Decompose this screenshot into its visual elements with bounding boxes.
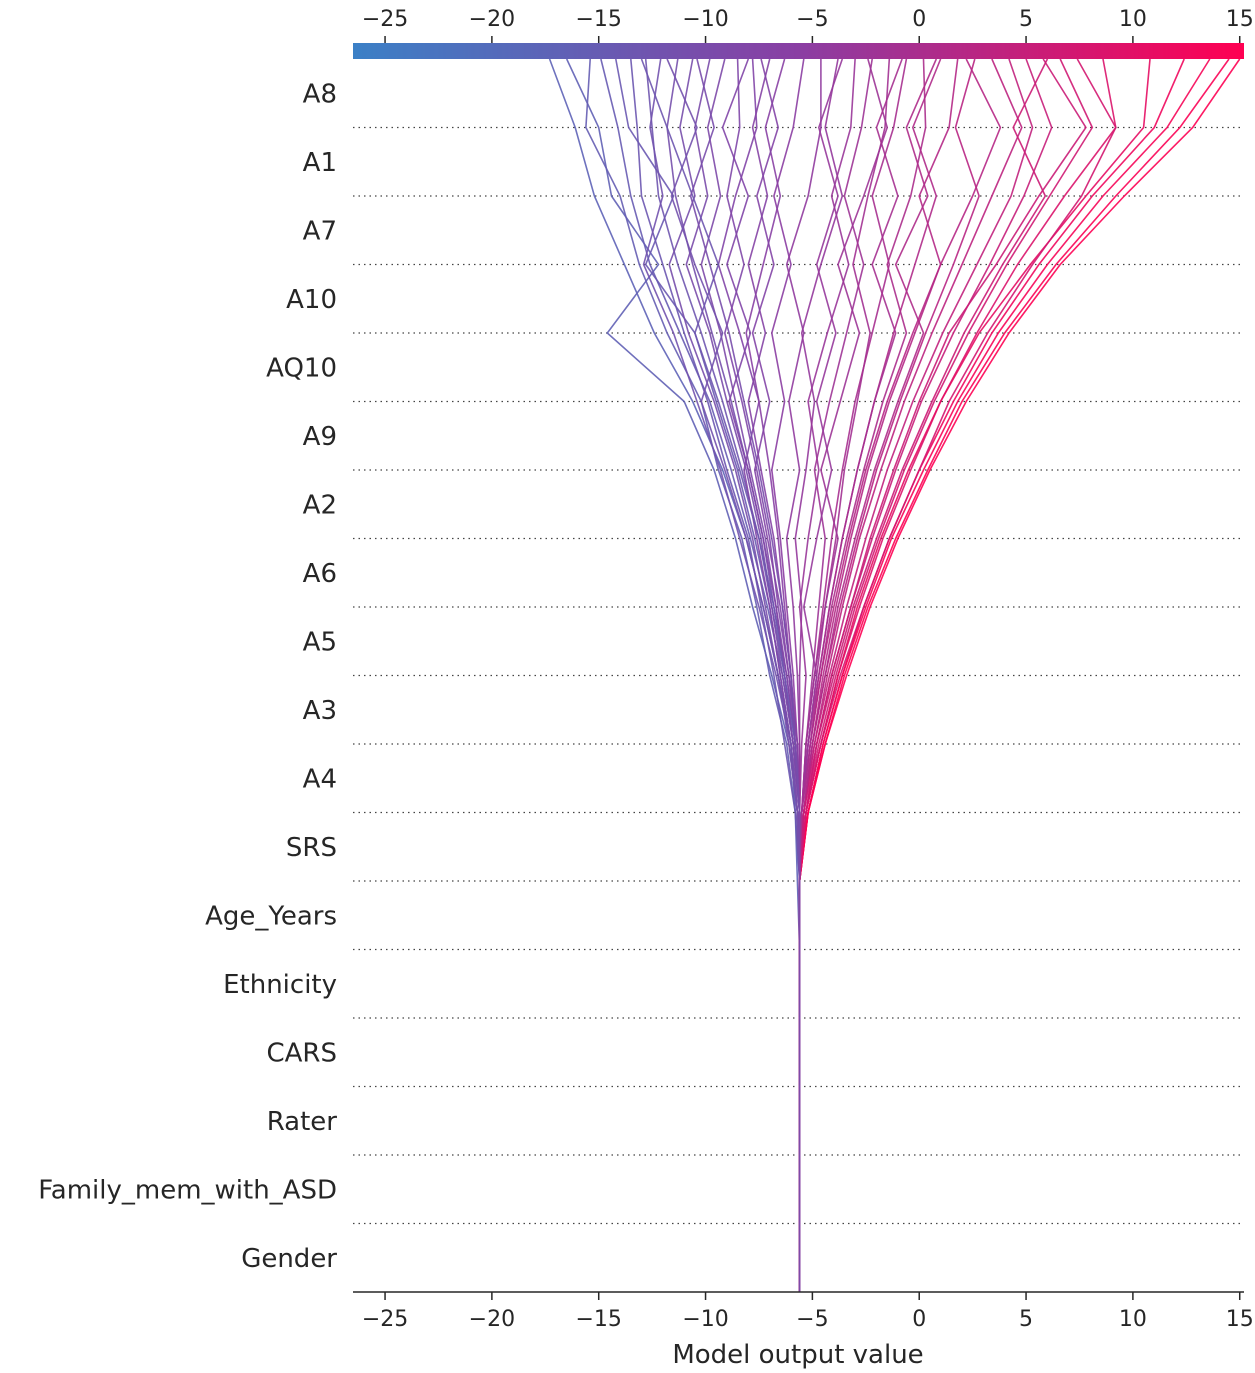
feature-label: A2 xyxy=(303,490,337,520)
top-x-axis: −25 −20 −15 −10 −5 0 5 10 15 xyxy=(362,7,1254,43)
feature-label: Rater xyxy=(267,1107,338,1137)
top-tick-label: −5 xyxy=(796,7,828,32)
feature-label: A4 xyxy=(303,764,337,794)
decision-path xyxy=(798,58,1211,1292)
bottom-tick-label: 0 xyxy=(912,1307,926,1332)
top-tick-label: −25 xyxy=(362,7,408,32)
decision-paths xyxy=(548,58,1241,1292)
x-axis-title: Model output value xyxy=(672,1340,923,1370)
feature-label: Gender xyxy=(241,1244,337,1274)
bottom-tick-label: 10 xyxy=(1119,1307,1147,1332)
top-tick-label: −15 xyxy=(576,7,622,32)
top-tick-label: −20 xyxy=(469,7,515,32)
decision-path xyxy=(798,58,1049,1292)
feature-labels: A8 A1 A7 A10 AQ10 A9 A2 A6 A5 A3 A4 SRS Age_Years Eth… xyxy=(38,79,337,1274)
feature-label: AQ10 xyxy=(266,353,337,383)
feature-label: A3 xyxy=(303,696,337,726)
feature-label: CARS xyxy=(266,1038,337,1068)
top-tick-label: 5 xyxy=(1019,7,1033,32)
feature-label: A6 xyxy=(303,559,337,589)
feature-gridlines xyxy=(353,126,1244,1225)
bottom-tick-label: −25 xyxy=(362,1307,408,1332)
feature-label: Ethnicity xyxy=(223,970,337,1000)
bottom-tick-label: 5 xyxy=(1019,1307,1033,1332)
bottom-x-axis: −25 −20 −15 −10 −5 0 5 10 15 xyxy=(353,1291,1254,1332)
feature-label: Age_Years xyxy=(205,901,337,931)
feature-label: A10 xyxy=(286,285,337,315)
bottom-tick-label: −10 xyxy=(682,1307,728,1332)
bottom-tick-label: 15 xyxy=(1226,1307,1254,1332)
feature-label: A7 xyxy=(303,216,337,246)
colorbar xyxy=(353,43,1244,59)
bottom-tick-label: −5 xyxy=(796,1307,828,1332)
feature-label: A9 xyxy=(303,422,337,452)
bottom-tick-label: −20 xyxy=(469,1307,515,1332)
top-tick-label: −10 xyxy=(682,7,728,32)
feature-label: SRS xyxy=(286,833,337,863)
bottom-tick-label: −15 xyxy=(576,1307,622,1332)
feature-label: A1 xyxy=(303,148,337,178)
top-tick-label: 10 xyxy=(1119,7,1147,32)
feature-label: A8 xyxy=(303,79,337,109)
feature-label: Family_mem_with_ASD xyxy=(38,1175,337,1205)
top-tick-label: 0 xyxy=(912,7,926,32)
decision-path xyxy=(548,58,801,1292)
decision-path xyxy=(689,58,801,1292)
feature-label: A5 xyxy=(303,627,337,657)
top-tick-label: 15 xyxy=(1226,7,1254,32)
